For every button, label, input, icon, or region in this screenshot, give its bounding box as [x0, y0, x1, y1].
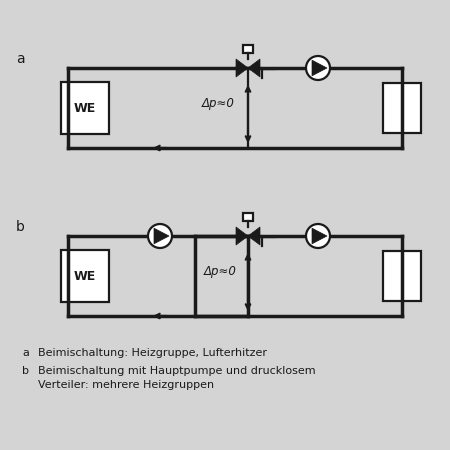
Text: Beimischaltung: Heizgruppe, Lufterhitzer: Beimischaltung: Heizgruppe, Lufterhitzer [38, 348, 267, 358]
Polygon shape [236, 59, 248, 77]
Text: a: a [22, 348, 29, 358]
Circle shape [306, 224, 330, 248]
Bar [383, 83, 421, 133]
Polygon shape [236, 227, 248, 245]
Bar [243, 213, 253, 221]
Polygon shape [312, 228, 327, 244]
Polygon shape [248, 227, 260, 245]
Text: WE: WE [74, 102, 96, 114]
Text: Beimischaltung mit Hauptpumpe und drucklosem: Beimischaltung mit Hauptpumpe und druckl… [38, 366, 315, 376]
Circle shape [148, 224, 172, 248]
Text: a: a [16, 52, 25, 66]
Polygon shape [248, 59, 260, 77]
Text: Δp≈0: Δp≈0 [202, 98, 234, 111]
Polygon shape [154, 228, 169, 244]
Text: Δp≈0: Δp≈0 [203, 266, 236, 279]
Polygon shape [312, 60, 327, 76]
Text: b: b [22, 366, 29, 376]
Text: Verteiler: mehrere Heizgruppen: Verteiler: mehrere Heizgruppen [38, 380, 214, 390]
Bar [383, 251, 421, 301]
Bar [61, 250, 109, 302]
Text: b: b [16, 220, 25, 234]
Text: WE: WE [74, 270, 96, 283]
Bar [61, 82, 109, 134]
Bar [243, 45, 253, 53]
Circle shape [306, 56, 330, 80]
